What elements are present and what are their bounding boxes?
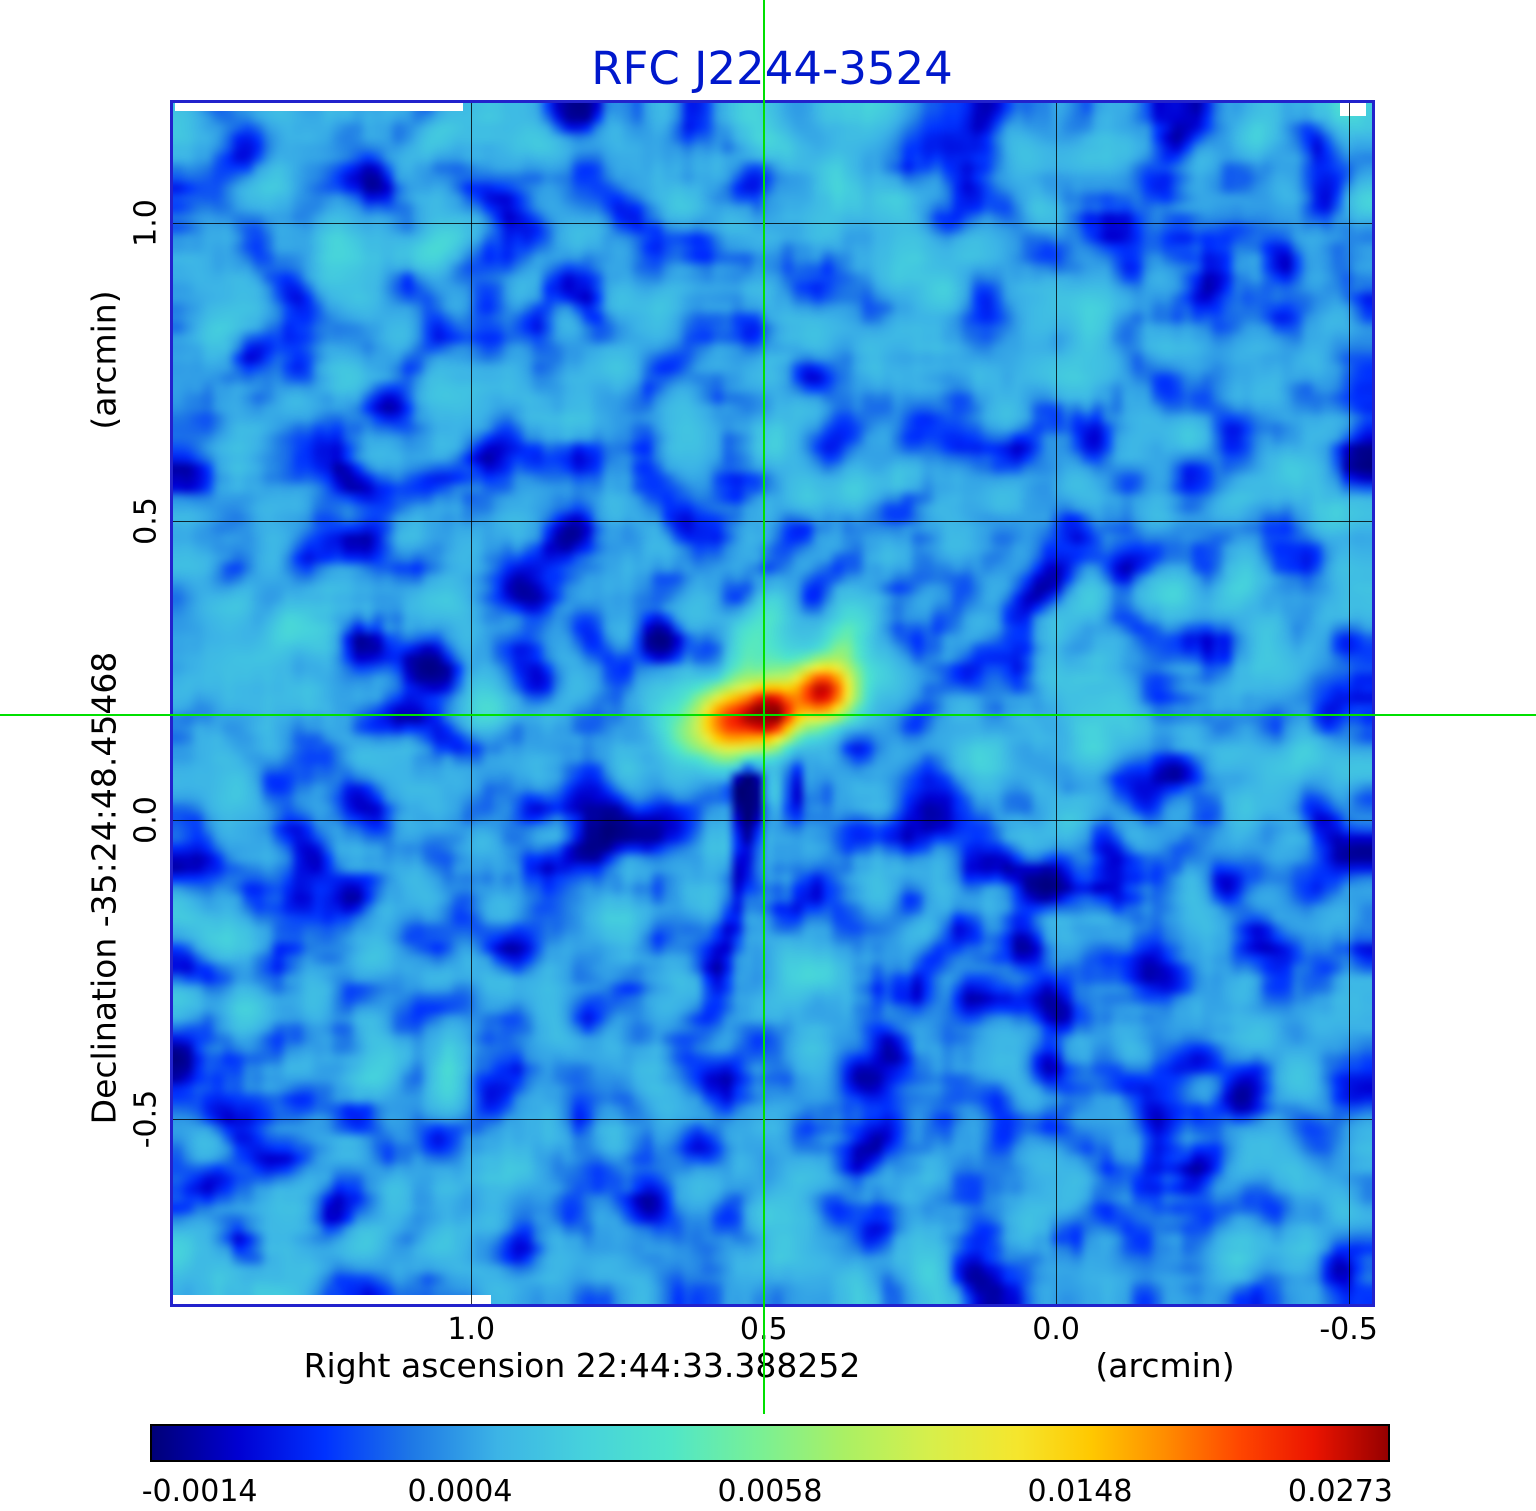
colorbar-tick-label: 0.0004 bbox=[407, 1474, 513, 1509]
image-edge-artifact bbox=[1340, 103, 1366, 116]
x-gridline bbox=[471, 103, 473, 1304]
image-edge-artifact bbox=[173, 1295, 491, 1304]
y-gridline bbox=[173, 820, 1372, 821]
x-gridline bbox=[1348, 103, 1350, 1304]
colorbar-tick-label: -0.0014 bbox=[141, 1474, 258, 1509]
colorbar-tick-label: 0.0148 bbox=[1027, 1474, 1133, 1509]
colorbar-tick-label: 0.0058 bbox=[717, 1474, 823, 1509]
x-gridline bbox=[1056, 103, 1058, 1304]
x-axis-label: Right ascension 22:44:33.388252 bbox=[303, 1346, 861, 1385]
crosshair-horizontal-line bbox=[0, 714, 1536, 717]
image-edge-artifact bbox=[175, 103, 463, 111]
y-gridline bbox=[173, 222, 1372, 224]
plot-area bbox=[170, 100, 1375, 1307]
colorbar-tick-label: 0.0273 bbox=[1287, 1474, 1393, 1509]
x-tick-label: 1.0 bbox=[447, 1312, 496, 1347]
x-tick-label: -0.5 bbox=[1319, 1312, 1378, 1347]
colorbar bbox=[150, 1424, 1390, 1462]
y-gridline bbox=[173, 521, 1372, 523]
y-tick-label: 0.5 bbox=[128, 497, 164, 546]
x-axis-unit: (arcmin) bbox=[1095, 1346, 1235, 1385]
y-tick-label: -0.5 bbox=[128, 1089, 164, 1149]
x-tick-label: 0.0 bbox=[1032, 1312, 1081, 1347]
plot-title: RFC J2244-3524 bbox=[591, 42, 953, 95]
y-tick-label: 1.0 bbox=[128, 198, 164, 247]
y-axis-unit: (arcmin) bbox=[84, 290, 124, 430]
crosshair-vertical-line bbox=[762, 0, 765, 1414]
radio-image-canvas bbox=[173, 103, 1372, 1304]
y-gridline bbox=[173, 1118, 1372, 1120]
y-axis-label: Declination -35:24:48.45468 bbox=[84, 651, 124, 1125]
y-tick-label: 0.0 bbox=[128, 796, 164, 844]
